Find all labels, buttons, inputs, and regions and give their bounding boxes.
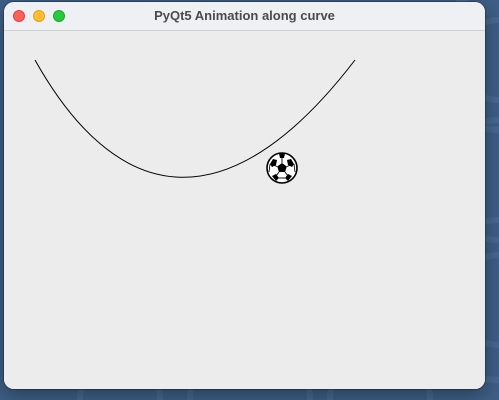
animation-scene — [34, 59, 356, 184]
app-window: PyQt5 Animation along curve — [4, 2, 485, 389]
bezier-curve — [34, 59, 356, 178]
graphics-view — [4, 31, 485, 389]
soccer-ball-icon — [266, 152, 298, 184]
minimize-button[interactable] — [33, 10, 45, 22]
zoom-button[interactable] — [53, 10, 65, 22]
close-button[interactable] — [13, 10, 25, 22]
title-bar[interactable]: PyQt5 Animation along curve — [4, 2, 485, 31]
window-title: PyQt5 Animation along curve — [154, 8, 335, 23]
